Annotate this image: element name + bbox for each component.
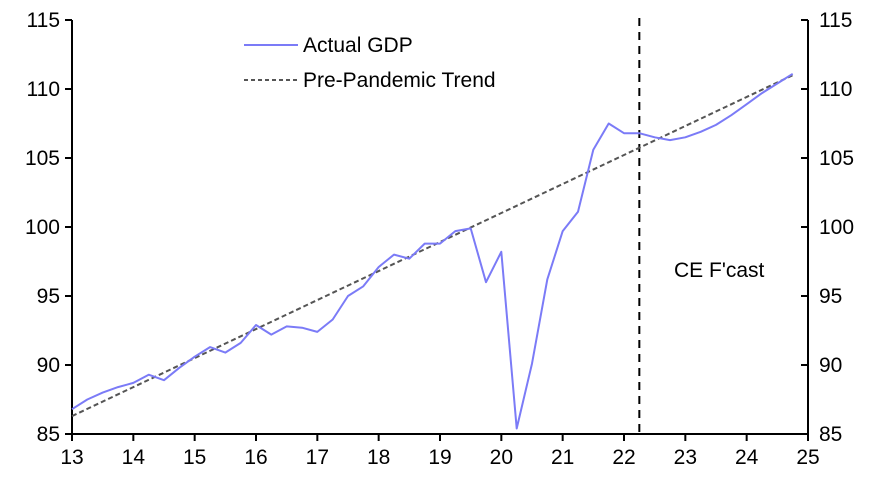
y-tick-label-right: 85 <box>819 423 842 446</box>
x-tick-label: 21 <box>551 446 574 469</box>
y-tick-label-left: 110 <box>27 78 60 101</box>
y-tick-label-right: 105 <box>819 147 854 170</box>
x-tick-label: 17 <box>306 446 329 469</box>
series-group <box>71 72 794 430</box>
legend: Actual GDP Pre-Pandemic Trend <box>244 34 496 92</box>
x-tick-label: 24 <box>735 446 759 469</box>
y-tick-label-right: 90 <box>819 354 842 377</box>
x-tick-label: 15 <box>183 446 206 469</box>
series-line-pre-pandemic-trend <box>71 74 794 418</box>
x-tick-label: 19 <box>428 446 451 469</box>
axes <box>65 19 809 441</box>
x-tick-label: 13 <box>60 446 83 469</box>
y-tick-label-right: 95 <box>819 285 842 308</box>
x-tick-label: 20 <box>490 446 513 469</box>
y-tick-label-left: 100 <box>25 216 60 239</box>
series-line-actual-gdp <box>71 72 794 430</box>
y-tick-label-left: 95 <box>37 285 60 308</box>
x-tick-label: 23 <box>674 446 697 469</box>
x-tick-label: 18 <box>367 446 390 469</box>
tick-labels: 85 90 95 100 105 110 115 85 90 95 100 105 110 115 13 14… <box>25 9 854 469</box>
y-tick-label-right: 115 <box>819 9 852 32</box>
y-tick-label-left: 90 <box>37 354 60 377</box>
y-tick-label-left: 85 <box>37 423 60 446</box>
forecast-annotation: CE F'cast <box>674 259 765 282</box>
x-tick-label: 16 <box>244 446 267 469</box>
y-tick-label-right: 100 <box>819 216 854 239</box>
x-tick-label: 25 <box>796 446 819 469</box>
legend-label-actual-gdp: Actual GDP <box>303 34 413 57</box>
x-tick-label: 22 <box>612 446 635 469</box>
y-tick-label-right: 110 <box>819 78 852 101</box>
y-tick-label-left: 115 <box>27 9 60 32</box>
x-tick-label: 14 <box>122 446 146 469</box>
y-tick-label-left: 105 <box>25 147 60 170</box>
legend-label-trend: Pre-Pandemic Trend <box>303 69 496 92</box>
